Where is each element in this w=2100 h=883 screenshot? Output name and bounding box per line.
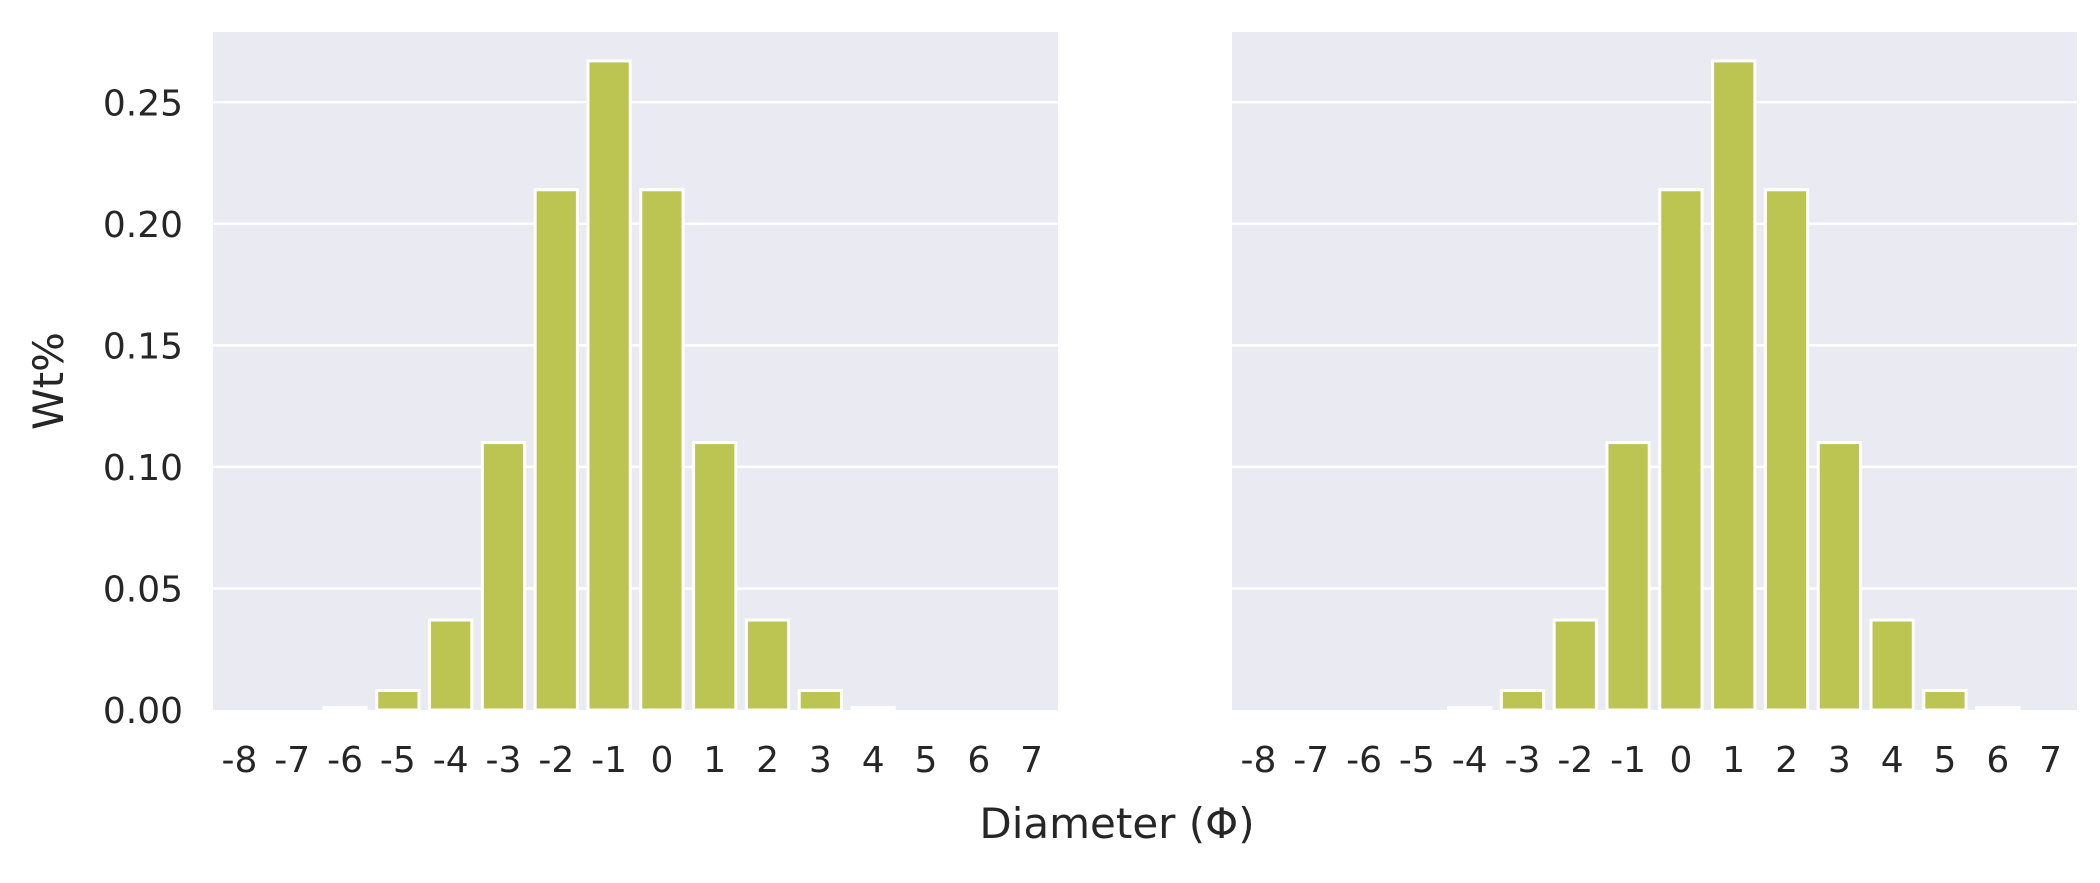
bar-4 — [1869, 618, 1915, 712]
x-tick-label: -7 — [274, 740, 310, 781]
plot-area — [1232, 32, 2077, 710]
x-tick-label: 1 — [1722, 740, 1745, 781]
panel-1: 0.00 0.05 0.10 0.15 0.20 0.25 -8 -7 -6 -5 -4 -3 -2 -1… — [103, 32, 1058, 781]
y-axis-label: Wt% — [24, 332, 73, 430]
x-tick-label: 6 — [967, 740, 990, 781]
bar--3 — [480, 441, 527, 712]
y-tick-label: 0.05 — [103, 569, 183, 610]
y-tick-label: 0.15 — [103, 326, 183, 367]
x-tick-label: -2 — [1557, 740, 1593, 781]
bar--4 — [428, 618, 474, 712]
y-tick-label: 0.25 — [103, 83, 183, 124]
bar--1 — [1605, 441, 1651, 712]
y-tick-label: 0.10 — [103, 448, 183, 489]
x-tick-label: 0 — [650, 740, 673, 781]
bar-2 — [1763, 188, 1810, 712]
plot-area — [213, 32, 1058, 710]
bar--1 — [586, 59, 632, 712]
x-tick-label: -8 — [1240, 740, 1276, 781]
bar-6 — [1975, 706, 2021, 712]
x-tick-label: -3 — [486, 740, 522, 781]
bar--5 — [375, 689, 421, 712]
x-tick-label: 3 — [809, 740, 832, 781]
x-tick-label: 5 — [915, 740, 938, 781]
x-tick-label: 3 — [1828, 740, 1851, 781]
x-tick-label: -5 — [380, 740, 416, 781]
bar-5 — [1922, 689, 1968, 712]
x-tick-label: 7 — [2039, 740, 2062, 781]
bar-1 — [692, 441, 738, 712]
x-axis-label: Diameter (Φ) — [979, 799, 1254, 848]
x-tick-label: 4 — [862, 740, 885, 781]
bar--2 — [533, 188, 579, 712]
x-tick-label: 2 — [1775, 740, 1798, 781]
bar-1 — [1711, 59, 1757, 712]
x-tick-label: -1 — [1610, 740, 1646, 781]
bar--4 — [1447, 706, 1493, 712]
x-tick-label: 5 — [1934, 740, 1957, 781]
x-tick-label: 1 — [703, 740, 726, 781]
bar--6 — [322, 706, 368, 712]
bar--2 — [1552, 618, 1598, 712]
x-tick-label: -4 — [433, 740, 469, 781]
x-tick-label: -7 — [1293, 740, 1329, 781]
x-tick-label: -1 — [591, 740, 627, 781]
x-tick-label: 2 — [756, 740, 779, 781]
x-tick-label: -4 — [1452, 740, 1488, 781]
bar-3 — [797, 689, 843, 712]
x-tick-label: -5 — [1399, 740, 1435, 781]
y-tick-label: 0.20 — [103, 205, 183, 246]
x-tick-label: 0 — [1669, 740, 1692, 781]
y-tick-label: 0.00 — [103, 691, 183, 732]
x-tick-label: -3 — [1505, 740, 1541, 781]
x-tick-label: 4 — [1881, 740, 1904, 781]
x-tick-label: 6 — [1986, 740, 2009, 781]
x-tick-label: -8 — [221, 740, 257, 781]
panel-2: -8 -7 -6 -5 -4 -3 -2 -1 0 1 2 3 4 5 6 7 — [1232, 32, 2077, 781]
bar-2 — [744, 618, 791, 712]
x-tick-label: -2 — [538, 740, 574, 781]
bar-4 — [850, 706, 896, 712]
bar-0 — [639, 188, 685, 712]
bar-0 — [1658, 188, 1704, 712]
bar--3 — [1499, 689, 1546, 712]
x-tick-label: 7 — [1020, 740, 1043, 781]
x-tick-label: -6 — [327, 740, 363, 781]
x-tick-label: -6 — [1346, 740, 1382, 781]
bar-3 — [1816, 441, 1862, 712]
